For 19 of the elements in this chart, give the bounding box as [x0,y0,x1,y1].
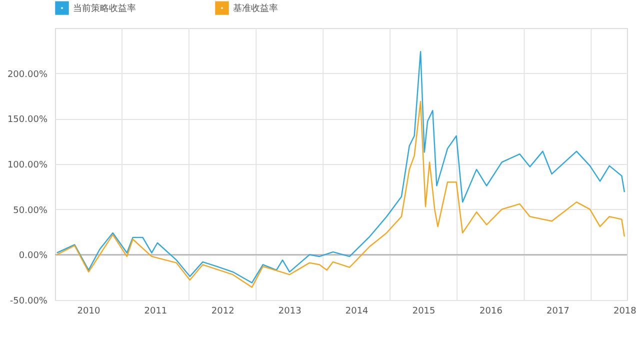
line-series [56,100,626,288]
x-tick-label: 2011 [144,306,168,316]
y-tick-label: -50.00% [10,296,48,306]
y-tick-label: 150.00% [7,115,48,126]
x-tick-label: 2013 [278,306,302,316]
x-tick-label: 2017 [546,306,570,316]
x-tick-label: 2018 [613,306,637,316]
x-tick-label: 2012 [211,306,234,316]
x-tick-label: 2014 [345,306,369,316]
x-tick-label: 2010 [77,306,100,316]
y-tick-label: 0.00% [18,251,48,262]
line-series [56,50,626,284]
legend-label: 基准收益率 [233,3,278,14]
x-tick-label: 2015 [412,306,436,316]
x-tick-label: 2016 [480,306,503,316]
y-tick-label: 100.00% [7,160,48,170]
y-tick-label: 200.00% [7,70,48,80]
legend-label: 当前策略收益率 [73,3,136,14]
y-tick-label: 50.00% [13,206,48,216]
